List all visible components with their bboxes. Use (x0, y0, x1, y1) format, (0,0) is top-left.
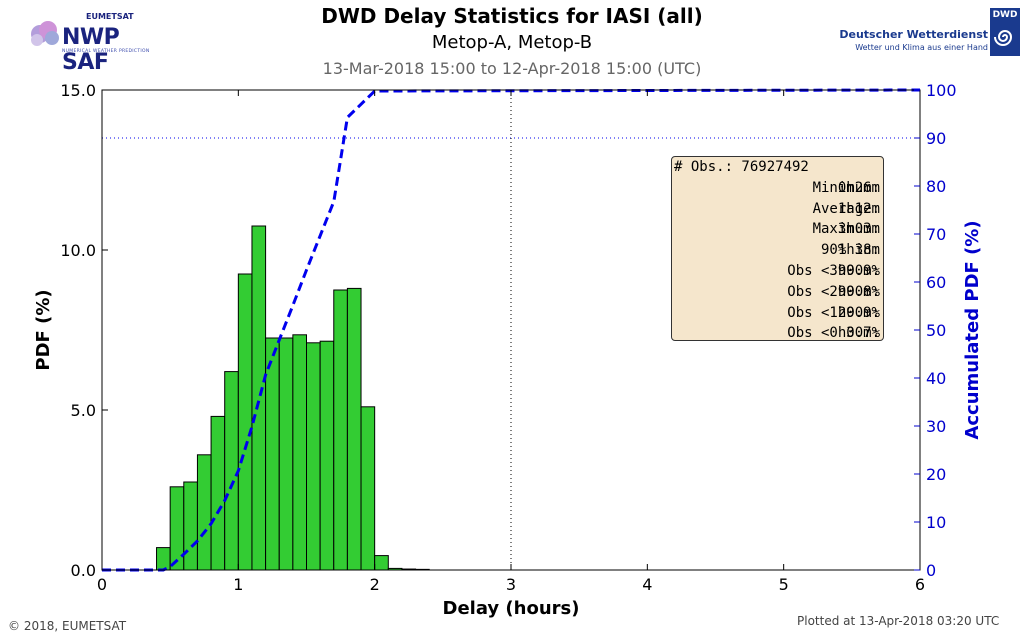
stat-value: 0h26m (837, 179, 880, 196)
stat-label: Maximum: (812, 221, 880, 238)
x-tick-label: 3 (506, 575, 516, 594)
obs-count: # Obs.: 76927492 (674, 159, 809, 175)
dwd-logo: Deutscher Wetterdienst Wetter und Klima … (839, 8, 1022, 56)
dwd-badge: DWD (990, 8, 1020, 56)
stat-label: Obs <0h30m: (787, 325, 880, 342)
y2-tick-label: 20 (926, 465, 946, 484)
y-axis-right: 0 10 20 30 40 50 60 70 80 90 100 (914, 81, 957, 580)
nwp-saf-wordmark: NWP SAF (62, 25, 120, 75)
histogram-bar (346, 287, 362, 571)
x-tick-label: 2 (370, 575, 380, 594)
stats-box (671, 156, 884, 341)
stat-value: 99.9% (837, 263, 880, 279)
chart-title: DWD Delay Statistics for IASI (all) (321, 4, 703, 28)
y-axis-label: PDF (%) (33, 289, 54, 370)
histogram-bar (196, 454, 212, 571)
histogram-bar (237, 273, 253, 571)
dwd-badge-label: DWD (992, 10, 1018, 20)
plotted-timestamp: Plotted at 13-Apr-2018 03:20 UTC (797, 614, 1000, 628)
stat-value: 29.9% (837, 304, 880, 321)
stat-value: 99.8% (837, 283, 880, 300)
histogram-bar (374, 555, 389, 571)
stat-value: 1h12m (837, 200, 880, 217)
accumulated-pdf-line (102, 88, 921, 572)
eumetsat-wordmark: EUMETSAT (86, 12, 134, 21)
stat-label: Average: (812, 200, 880, 217)
reference-lines (102, 90, 920, 570)
histogram-bars (156, 225, 430, 571)
dwd-wordmark: Deutscher Wetterdienst (839, 28, 988, 41)
histogram-bar (278, 337, 294, 571)
y2-tick-label: 60 (926, 273, 946, 292)
y-tick-label: 15.0 (60, 81, 96, 100)
histogram-bar (169, 486, 185, 571)
x-tick-label: 5 (779, 575, 789, 594)
histogram-bar (224, 371, 239, 571)
y2-tick-label: 10 (926, 513, 946, 532)
y2-tick-label: 100 (926, 81, 957, 100)
stat-label: 90% in: (820, 242, 880, 259)
histogram-bar (333, 289, 348, 571)
x-tick-label: 6 (915, 575, 925, 594)
y-tick-label: 0.0 (71, 561, 96, 580)
stat-label: Obs <1h00m: (787, 304, 880, 321)
x-axis-label: Delay (hours) (443, 598, 580, 619)
stat-value: 3h03m (837, 221, 880, 238)
cloud-logo-icon (31, 21, 59, 46)
histogram-bar (360, 406, 376, 571)
histogram-bar (292, 334, 308, 571)
x-axis: 0 1 2 3 4 5 6 (97, 90, 925, 594)
y2-axis-label: Accumulated PDF (%) (962, 220, 983, 439)
x-tick-label: 4 (642, 575, 652, 594)
histogram-bar (210, 415, 226, 571)
y2-tick-label: 0 (926, 561, 936, 580)
dwd-slogan: Wetter und Klima aus einer Hand (855, 43, 988, 52)
histogram-bar (156, 547, 171, 571)
y2-tick-label: 40 (926, 369, 946, 388)
stat-value: 1h38m (837, 242, 880, 259)
histogram-bar (251, 225, 267, 571)
stat-label: Obs <3h00m: (787, 263, 880, 279)
stat-label: Minimum: (812, 179, 880, 196)
stat-value: 0.7% (846, 325, 880, 342)
y2-tick-label: 90 (926, 129, 946, 148)
histogram-bar (319, 340, 335, 571)
y-axis-left: 0.0 5.0 10.0 15.0 (60, 81, 108, 580)
spiral-icon (994, 30, 1013, 46)
histogram-bar (183, 481, 198, 571)
histogram-bar (265, 337, 280, 571)
chart-subtitle: Metop-A, Metop-B (431, 32, 593, 53)
x-tick-label: 1 (233, 575, 243, 594)
y-tick-label: 5.0 (71, 401, 96, 420)
y2-tick-label: 70 (926, 225, 946, 244)
nwp-saf-tagline: NUMERICAL WEATHER PREDICTION (62, 49, 150, 54)
y2-tick-label: 30 (926, 417, 946, 436)
stat-label: Obs <2h00m: (787, 283, 880, 300)
y2-tick-label: 80 (926, 177, 946, 196)
histogram-bar (306, 342, 321, 571)
date-range: 13-Mar-2018 15:00 to 12-Apr-2018 15:00 (… (322, 59, 702, 78)
nwp-saf-logo: EUMETSAT NWP SAF NUMERICAL WEATHER PREDI… (28, 12, 168, 75)
y-tick-label: 10.0 (60, 241, 96, 260)
x-tick-label: 0 (97, 575, 107, 594)
copyright: © 2018, EUMETSAT (8, 619, 127, 633)
y2-tick-label: 50 (926, 321, 946, 340)
